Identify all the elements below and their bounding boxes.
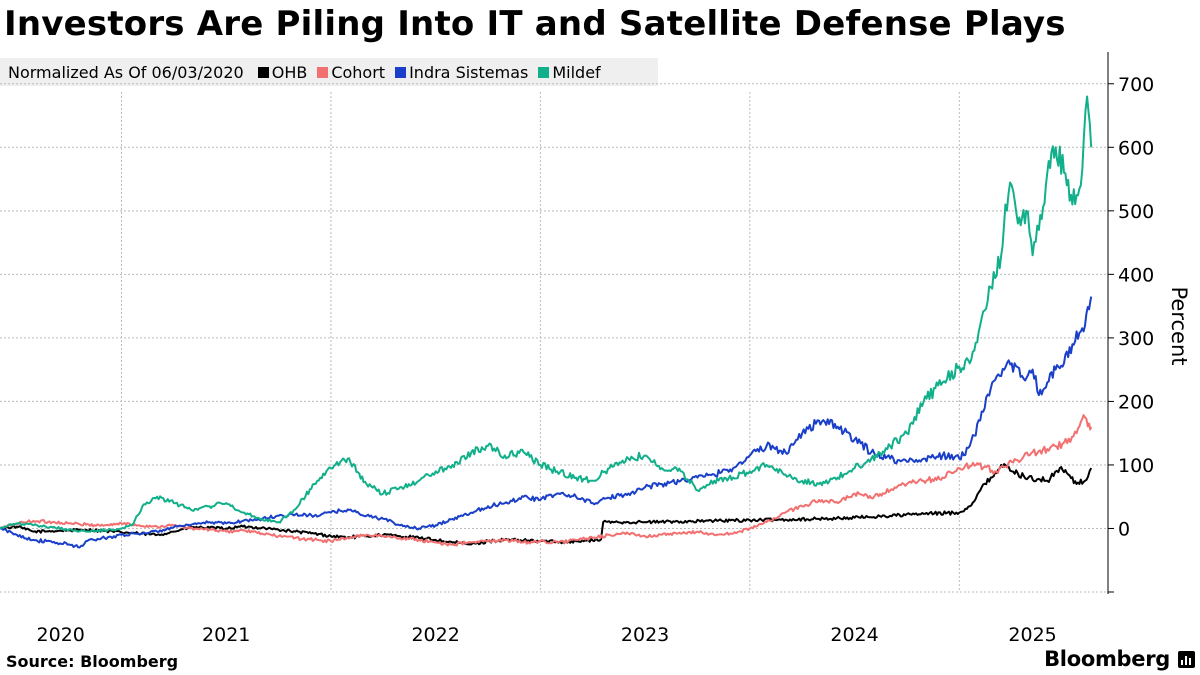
x-tick-label-2023: 2023 <box>621 624 669 646</box>
legend-label-mildef: Mildef <box>552 62 601 82</box>
y-tick-label-300: 300 <box>1118 328 1154 350</box>
legend-label-indra: Indra Sistemas <box>409 62 529 82</box>
source-note: Source: Bloomberg <box>6 652 179 671</box>
legend-normalized-note: Normalized As Of 06/03/2020 <box>8 62 244 82</box>
legend-item-cohort: Cohort <box>317 63 385 82</box>
legend-item-indra: Indra Sistemas <box>395 63 528 82</box>
x-axis-labels: 2020 2021 2022 2023 2024 2025 <box>37 624 1057 646</box>
gridlines <box>0 83 1108 593</box>
x-tick-label-2021: 2021 <box>202 624 250 646</box>
legend-swatch-mildef <box>538 66 550 78</box>
y-tick-label-500: 500 <box>1118 201 1154 223</box>
legend-label-ohb: OHB <box>271 62 308 82</box>
x-tick-label-2025: 2025 <box>1008 624 1056 646</box>
series-line-mildef <box>0 95 1093 533</box>
legend-swatch-indra <box>395 66 407 78</box>
y-tick-label-100: 100 <box>1118 455 1154 477</box>
series-lines <box>0 95 1093 549</box>
y-axis-label: Percent <box>1167 286 1191 365</box>
bloomberg-logo: Bloomberg <box>1044 647 1170 671</box>
series-line-indra-sistemas <box>0 296 1093 549</box>
y-tick-label-0: 0 <box>1118 518 1130 540</box>
legend-item-mildef: Mildef <box>538 62 601 82</box>
bloomberg-terminal-icon <box>1178 651 1195 668</box>
legend-swatch-cohort <box>317 66 329 78</box>
y-tick-label-200: 200 <box>1118 391 1154 413</box>
x-tick-label-2020: 2020 <box>37 624 85 646</box>
y-tick-label-600: 600 <box>1118 137 1154 159</box>
y-tick-label-700: 700 <box>1118 74 1154 96</box>
x-tick-label-2024: 2024 <box>830 624 878 646</box>
chart-title: Investors Are Piling Into IT and Satelli… <box>4 4 1066 44</box>
series-line-ohb <box>0 463 1093 546</box>
y-axis: 0 100 200 300 400 500 600 700 <box>1107 52 1154 594</box>
legend-item-ohb: OHB <box>257 62 308 82</box>
legend-label-cohort: Cohort <box>331 62 386 82</box>
x-tick-label-2022: 2022 <box>411 624 459 646</box>
y-tick-label-400: 400 <box>1118 264 1154 286</box>
legend: Normalized As Of 06/03/2020 OHB Cohort I… <box>0 58 658 86</box>
legend-swatch-ohb <box>257 66 269 78</box>
series-line-cohort <box>0 414 1093 547</box>
